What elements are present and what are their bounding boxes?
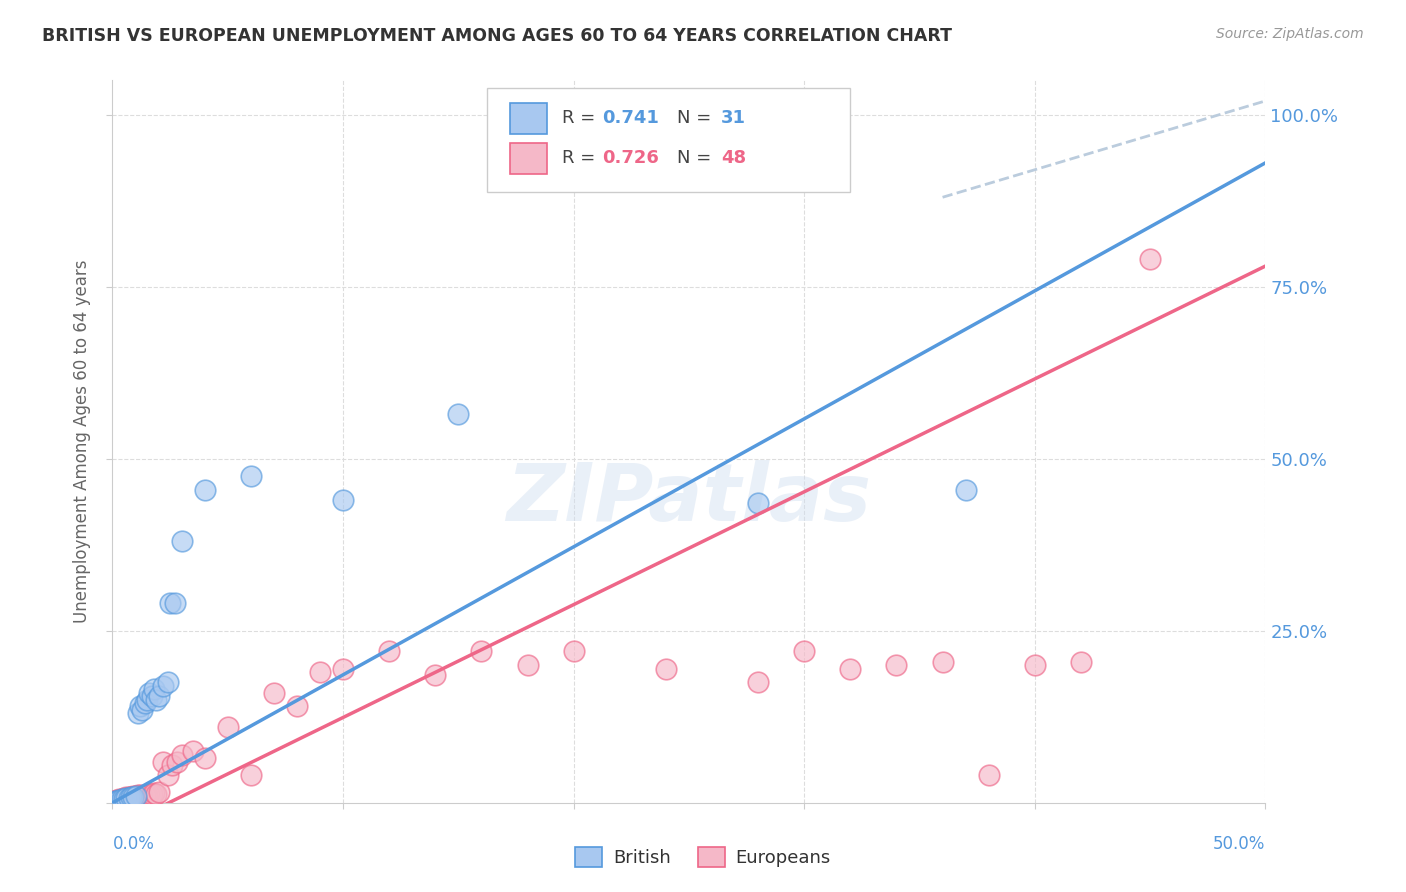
Text: BRITISH VS EUROPEAN UNEMPLOYMENT AMONG AGES 60 TO 64 YEARS CORRELATION CHART: BRITISH VS EUROPEAN UNEMPLOYMENT AMONG A… xyxy=(42,27,952,45)
Point xyxy=(148,785,170,799)
Point xyxy=(112,791,135,805)
Point xyxy=(162,758,184,772)
Point xyxy=(152,755,174,769)
Point xyxy=(104,794,127,808)
Point xyxy=(108,793,131,807)
Text: N =: N = xyxy=(678,109,717,128)
FancyBboxPatch shape xyxy=(510,143,547,174)
Point xyxy=(134,788,156,802)
Point xyxy=(108,792,131,806)
Point xyxy=(138,686,160,700)
FancyBboxPatch shape xyxy=(488,87,851,193)
Point xyxy=(194,751,217,765)
Point xyxy=(239,768,262,782)
FancyBboxPatch shape xyxy=(510,103,547,135)
Point xyxy=(124,789,146,803)
Point xyxy=(127,789,149,803)
Point xyxy=(163,596,186,610)
Point xyxy=(134,696,156,710)
Point xyxy=(562,644,585,658)
Point xyxy=(166,755,188,769)
Point xyxy=(127,706,149,721)
Point xyxy=(156,675,179,690)
Point xyxy=(170,747,193,762)
Point xyxy=(159,596,181,610)
Point xyxy=(447,407,470,421)
Legend: British, Europeans: British, Europeans xyxy=(568,839,838,874)
Point xyxy=(516,658,538,673)
Point xyxy=(143,786,166,800)
Point xyxy=(105,794,128,808)
Point xyxy=(122,789,145,804)
Text: Source: ZipAtlas.com: Source: ZipAtlas.com xyxy=(1216,27,1364,41)
Point xyxy=(152,679,174,693)
Point xyxy=(977,768,1000,782)
Point xyxy=(143,682,166,697)
Point xyxy=(156,768,179,782)
Point xyxy=(378,644,401,658)
Point xyxy=(425,668,447,682)
Point xyxy=(117,791,139,805)
Point xyxy=(115,790,138,805)
Point xyxy=(194,483,217,497)
Point xyxy=(141,787,163,801)
Point xyxy=(117,790,139,805)
Point xyxy=(136,692,159,706)
Text: N =: N = xyxy=(678,149,717,167)
Point xyxy=(470,644,492,658)
Point xyxy=(148,689,170,703)
Point xyxy=(111,791,134,805)
Point xyxy=(1024,658,1046,673)
Point xyxy=(747,675,769,690)
Point xyxy=(309,665,332,679)
Point xyxy=(124,789,146,803)
Point xyxy=(129,699,152,714)
Point xyxy=(105,793,128,807)
Point xyxy=(747,496,769,510)
Text: 31: 31 xyxy=(721,109,747,128)
Text: 0.726: 0.726 xyxy=(603,149,659,167)
Point xyxy=(111,792,134,806)
Point xyxy=(217,720,239,734)
Point xyxy=(886,658,908,673)
Text: 48: 48 xyxy=(721,149,747,167)
Point xyxy=(115,791,138,805)
Point xyxy=(120,789,142,804)
Y-axis label: Unemployment Among Ages 60 to 64 years: Unemployment Among Ages 60 to 64 years xyxy=(73,260,91,624)
Point xyxy=(839,662,862,676)
Text: R =: R = xyxy=(562,109,602,128)
Point xyxy=(104,794,127,808)
Point xyxy=(1070,655,1092,669)
Point xyxy=(955,483,977,497)
Point xyxy=(145,692,167,706)
Point xyxy=(181,744,204,758)
Point xyxy=(239,469,262,483)
Point xyxy=(131,703,153,717)
Point xyxy=(170,534,193,549)
Point xyxy=(332,493,354,508)
Point xyxy=(263,686,285,700)
Point xyxy=(931,655,953,669)
Point xyxy=(141,689,163,703)
Point xyxy=(285,699,308,714)
Text: 0.741: 0.741 xyxy=(603,109,659,128)
Point xyxy=(136,788,159,802)
Point xyxy=(145,787,167,801)
Point xyxy=(793,644,815,658)
Text: 50.0%: 50.0% xyxy=(1213,835,1265,854)
Point xyxy=(138,787,160,801)
Point xyxy=(120,790,142,805)
Point xyxy=(1139,252,1161,267)
Point xyxy=(332,662,354,676)
Point xyxy=(131,789,153,803)
Point xyxy=(655,662,678,676)
Text: R =: R = xyxy=(562,149,602,167)
Text: 0.0%: 0.0% xyxy=(112,835,155,854)
Text: ZIPatlas: ZIPatlas xyxy=(506,460,872,539)
Point xyxy=(122,789,145,803)
Point xyxy=(112,791,135,805)
Point xyxy=(129,788,152,802)
